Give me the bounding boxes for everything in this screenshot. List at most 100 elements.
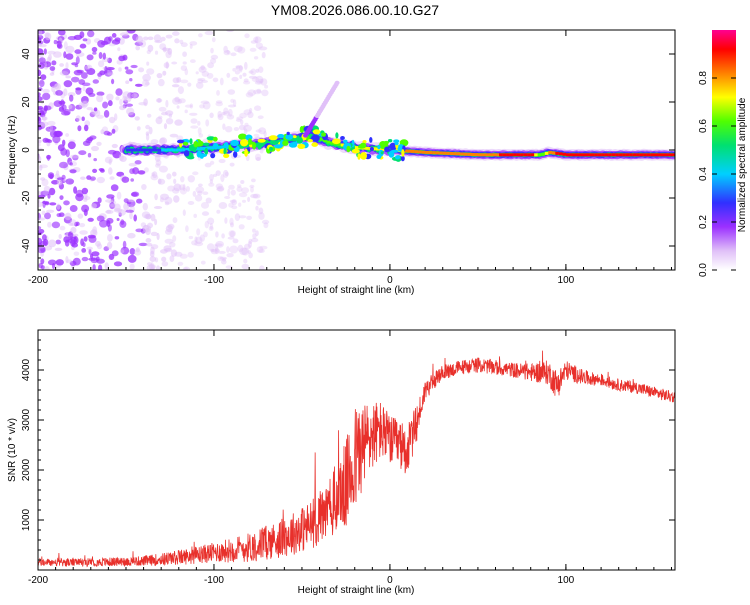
noise-blob [196, 228, 201, 236]
noise-blob [214, 244, 218, 252]
noise-blob [256, 199, 262, 206]
ridge-core-segment [657, 153, 661, 157]
noise-blob [197, 79, 204, 84]
noise-blob [137, 170, 146, 175]
noise-blob [116, 218, 120, 221]
noise-blob [75, 87, 82, 91]
noise-blob [239, 247, 248, 256]
noise-blob [172, 217, 178, 224]
noise-blob [219, 77, 224, 86]
noise-blob [236, 116, 244, 120]
noise-blob [147, 262, 152, 266]
ridge-core-segment [485, 153, 489, 157]
noise-blob [106, 217, 114, 224]
x-tick-label: -100 [204, 275, 224, 286]
ridge-blob [360, 152, 367, 160]
ridge-blob [230, 140, 239, 145]
y-tick-label: -20 [21, 190, 32, 205]
noise-blob [154, 50, 159, 55]
noise-blob [138, 67, 145, 73]
noise-blob [82, 242, 86, 248]
noise-blob [38, 30, 43, 37]
noise-blob [193, 213, 197, 218]
ridge-arm-blob [334, 80, 340, 85]
noise-blob [40, 74, 47, 80]
ridge-core-segment [513, 153, 517, 157]
ridge-core-segment [463, 152, 468, 156]
noise-blob [38, 139, 42, 144]
noise-blob [222, 169, 229, 178]
colorbar-ticks: 0.0 0.2 0.4 0.6 0.8 [698, 71, 736, 277]
ridge-core-segment [365, 146, 369, 150]
noise-blob [79, 230, 88, 235]
noise-blob [244, 33, 250, 39]
noise-blob [48, 239, 57, 248]
noise-blob [103, 110, 110, 118]
noise-blob [104, 66, 108, 74]
ridge-core-segment [199, 147, 204, 151]
noise-blob [149, 250, 155, 258]
ridge-core-segment [650, 153, 654, 157]
noise-blob [250, 193, 259, 199]
noise-blob [82, 85, 86, 92]
noise-blob [49, 202, 57, 206]
noise-blob [125, 80, 130, 84]
noise-blob [255, 68, 260, 73]
noise-blob [81, 116, 85, 122]
noise-blob [106, 67, 115, 71]
noise-blob [201, 211, 210, 216]
noise-blob [54, 83, 60, 89]
noise-blob [250, 40, 257, 44]
noise-blob [255, 36, 259, 44]
ridge-core-segment [379, 147, 383, 151]
noise-blob [65, 133, 69, 137]
ridge-core-segment [221, 145, 225, 149]
noise-blob [238, 215, 247, 219]
noise-blob [253, 89, 262, 95]
ridge-core-segment [470, 153, 475, 156]
ridge-core-segment [622, 153, 626, 157]
noise-blob [117, 47, 121, 52]
noise-blob [258, 249, 265, 253]
noise-blob [104, 262, 109, 270]
noise-blob [200, 202, 210, 209]
noise-blob [245, 92, 254, 98]
noise-blob [255, 42, 263, 49]
noise-blob [216, 90, 220, 96]
ridge-core-segment [601, 153, 605, 157]
noise-blob [53, 51, 62, 58]
ridge-blob [189, 138, 193, 145]
ridge-blob [321, 132, 327, 137]
noise-blob [63, 41, 68, 50]
noise-blob [93, 107, 98, 112]
noise-blob [145, 131, 150, 136]
noise-blob [228, 202, 234, 208]
noise-blob [147, 36, 154, 41]
noise-blob [261, 51, 266, 59]
noise-blob [95, 240, 101, 247]
noise-blob [81, 187, 89, 195]
ridge-core-segment [548, 150, 552, 154]
noise-blob [244, 122, 249, 127]
noise-blob [62, 139, 66, 146]
noise-blob [41, 178, 49, 187]
noise-blob [238, 202, 242, 207]
noise-blob [165, 50, 172, 59]
noise-blob [51, 221, 61, 229]
noise-blob [190, 125, 199, 129]
noise-blob [43, 61, 52, 68]
ridge-core-segment [372, 147, 376, 151]
noise-blob [178, 98, 186, 104]
noise-blob [68, 222, 74, 226]
noise-blob [106, 241, 113, 250]
noise-blob [77, 125, 82, 132]
ridge-core-segment [481, 153, 485, 157]
x-tick-label: -200 [28, 575, 48, 586]
noise-blob [65, 256, 69, 264]
noise-blob [47, 259, 57, 266]
noise-blob [205, 197, 212, 204]
ridge-blob [269, 146, 273, 151]
noise-blob [255, 230, 259, 237]
ridge-core-segment [323, 139, 327, 143]
noise-blob [226, 49, 230, 55]
